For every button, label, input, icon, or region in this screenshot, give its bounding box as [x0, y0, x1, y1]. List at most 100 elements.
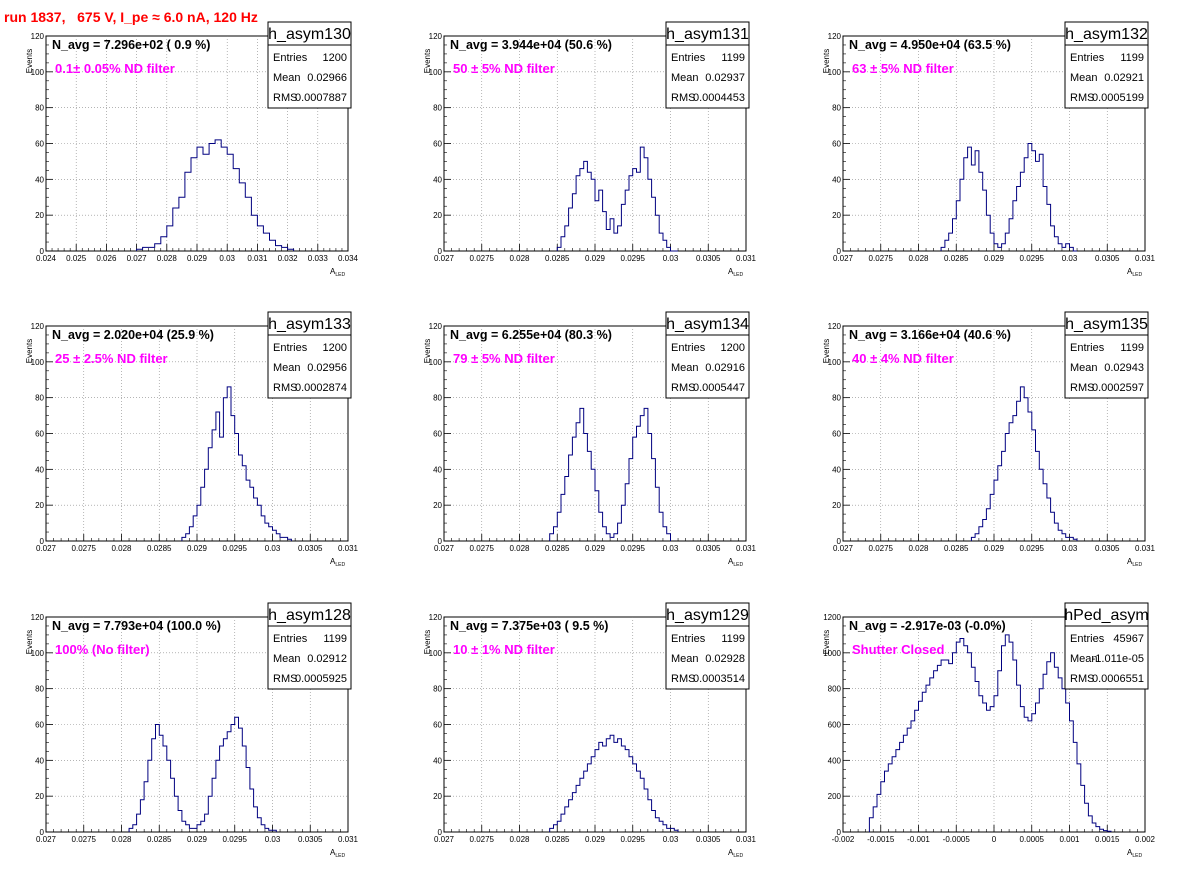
stats-value-entries: 1199: [1120, 342, 1144, 354]
y-tick-label: 40: [832, 465, 841, 474]
stats-label-mean: Mean: [273, 362, 301, 374]
x-tick-label: 0.03: [663, 544, 679, 553]
x-tick-label: 0.0275: [470, 254, 495, 263]
x-tick-label: 0.03: [219, 254, 235, 263]
y-tick-label: 60: [433, 721, 442, 730]
x-tick-label: 0.028: [157, 254, 178, 263]
y-tick-label: 100: [828, 358, 842, 367]
navg-annotation: N_avg = 3.166e+04 (40.6 %): [849, 328, 1011, 342]
filter-note: 25 ± 2.5% ND filter: [55, 351, 168, 366]
x-axis-title-subscript: LED: [733, 272, 743, 278]
y-tick-label: 0: [40, 537, 45, 546]
y-tick-label: 1200: [823, 613, 841, 622]
x-tick-label: 0.031: [1135, 544, 1156, 553]
y-tick-label: 100: [429, 649, 443, 658]
y-tick-label: 120: [429, 613, 443, 622]
filter-note: 10 ± 1% ND filter: [453, 642, 555, 657]
stats-label-mean: Mean: [273, 653, 301, 665]
stats-label-rms: RMS: [671, 92, 695, 104]
histogram-panel-h_asym134: 0.027 0.0275 0.028 0.0285 0.029 0.0295 0.03 0.0…: [423, 311, 757, 568]
x-tick-label: 0.0285: [545, 544, 570, 553]
y-tick-label: 40: [433, 175, 442, 184]
y-tick-label: 80: [433, 685, 442, 694]
y-tick-label: 60: [433, 140, 442, 149]
x-axis-title: ALED: [1127, 557, 1142, 568]
y-tick-label: 100: [828, 68, 842, 77]
x-tick-label: 0.029: [984, 544, 1005, 553]
y-tick-label: 20: [35, 501, 44, 510]
x-tick-label: 0.0275: [470, 835, 495, 844]
y-axis-title: Events: [822, 630, 831, 654]
stats-value-entries: 1200: [721, 342, 745, 354]
x-tick-label: 0.034: [338, 254, 359, 263]
navg-annotation: N_avg = 7.375e+03 ( 9.5 %): [450, 619, 608, 633]
x-tick-label: 0.0305: [696, 254, 721, 263]
stats-value-rms: 0.0005199: [1092, 92, 1144, 104]
histogram-panel-h_asym133: 0.027 0.0275 0.028 0.0285 0.029 0.0295 0.03 0.0…: [25, 311, 359, 568]
x-tick-label: 0.028: [908, 544, 929, 553]
stats-label-entries: Entries: [273, 633, 308, 645]
page-title: run 1837, 675 V, I_pe ≈ 6.0 nA, 120 Hz: [4, 9, 258, 25]
navg-annotation: N_avg = 7.296e+02 ( 0.9 %): [52, 38, 210, 52]
y-tick-label: 0: [438, 828, 443, 837]
x-tick-label: -0.001: [907, 835, 930, 844]
stats-value-mean: 0.02912: [307, 653, 347, 665]
stats-box: [267, 311, 352, 399]
x-tick-label: 0.027: [434, 254, 455, 263]
x-tick-label: 0.0305: [696, 835, 721, 844]
y-axis-title: Events: [822, 339, 831, 363]
y-tick-label: 100: [429, 68, 443, 77]
y-axis-title: Events: [423, 49, 432, 73]
stats-value-mean: 0.02916: [705, 362, 745, 374]
x-axis-title: ALED: [1127, 267, 1142, 278]
x-axis-title-main: A: [330, 557, 336, 566]
x-tick-label: 0.0275: [470, 544, 495, 553]
stats-value-entries: 1199: [1120, 52, 1144, 64]
y-tick-label: 120: [828, 32, 842, 41]
stats-value-entries: 1199: [721, 52, 745, 64]
y-tick-label: 80: [433, 104, 442, 113]
stats-label-mean: Mean: [273, 72, 301, 84]
x-axis-title-subscript: LED: [335, 853, 345, 859]
stats-label-mean: Mean: [671, 362, 699, 374]
histogram-line: [868, 634, 1112, 832]
x-tick-label: 0.0295: [1020, 544, 1045, 553]
stats-value-entries: 1200: [323, 52, 347, 64]
stats-value-rms: 0.0007887: [295, 92, 347, 104]
y-tick-label: 40: [433, 756, 442, 765]
x-tick-label: 0.032: [278, 254, 299, 263]
stats-label-mean: Mean: [671, 72, 699, 84]
stats-value-entries: 45967: [1113, 633, 1144, 645]
x-tick-label: 0.002: [1135, 835, 1156, 844]
x-tick-label: 0.0295: [1020, 254, 1045, 263]
stats-label-mean: Mean: [671, 653, 699, 665]
histogram-panel-h_asym128: 0.027 0.0275 0.028 0.0285 0.029 0.0295 0.03 0.0…: [25, 602, 359, 859]
x-tick-label: 0.029: [984, 254, 1005, 263]
histogram-panel-h_asym132: 0.027 0.0275 0.028 0.0285 0.029 0.0295 0.03 0.0…: [822, 21, 1156, 278]
y-axis-title: Events: [423, 630, 432, 654]
histogram-panel-h_asym130: 0.024 0.025 0.026 0.027 0.028 0.029 0.03 0.031 0…: [25, 21, 359, 278]
filter-note: 0.1± 0.05% ND filter: [55, 61, 175, 76]
x-tick-label: 0.0295: [621, 835, 646, 844]
x-tick-label: 0: [992, 835, 997, 844]
x-tick-label: -0.0005: [943, 835, 971, 844]
y-tick-label: 80: [832, 104, 841, 113]
y-tick-label: 100: [31, 68, 45, 77]
x-axis-title: ALED: [1127, 848, 1142, 859]
x-tick-label: 0.0285: [944, 254, 969, 263]
stats-label-entries: Entries: [671, 342, 706, 354]
x-axis-title-main: A: [1127, 267, 1133, 276]
histogram-line: [940, 143, 1077, 252]
y-tick-label: 80: [433, 394, 442, 403]
x-axis-title: ALED: [330, 557, 345, 568]
x-tick-label: 0.0305: [298, 835, 323, 844]
x-tick-label: 0.027: [833, 544, 854, 553]
stats-value-rms: 0.0004453: [693, 92, 745, 104]
filter-note: 79 ± 5% ND filter: [453, 351, 555, 366]
x-tick-label: 0.028: [509, 835, 530, 844]
x-tick-label: 0.029: [187, 254, 208, 263]
x-tick-label: 0.029: [585, 544, 606, 553]
stats-value-mean: 0.02928: [705, 653, 745, 665]
stats-box: [1064, 602, 1149, 690]
filter-note: Shutter Closed: [852, 642, 945, 657]
